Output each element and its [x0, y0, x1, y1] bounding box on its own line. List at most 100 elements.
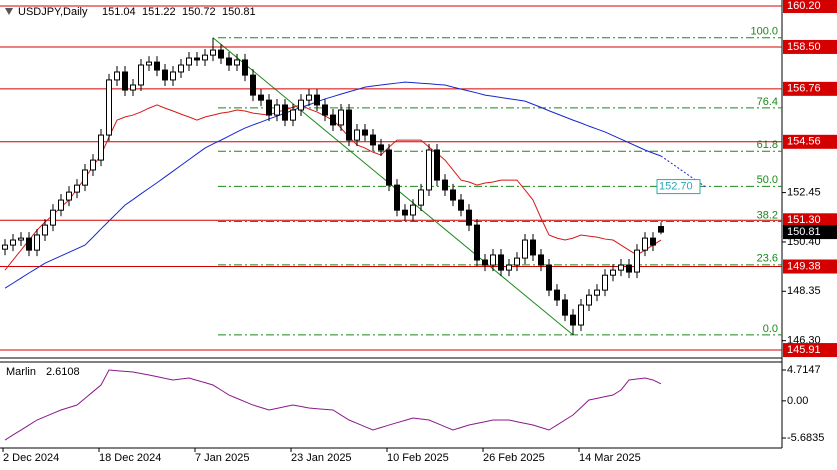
- x-tick-label: 26 Feb 2025: [483, 452, 545, 464]
- level-box: [783, 259, 837, 274]
- fib-label: 38.2: [757, 209, 778, 221]
- candle-body: [586, 294, 592, 306]
- candle-body: [170, 71, 176, 81]
- candle-body: [394, 184, 400, 211]
- candle-body: [26, 237, 32, 251]
- candle-body: [354, 129, 360, 141]
- header-close: 150.81: [222, 6, 256, 18]
- candle-body: [458, 199, 464, 211]
- candle-body: [194, 57, 200, 61]
- candle-body: [90, 159, 96, 171]
- level-label: 158.50: [787, 41, 821, 53]
- header-high: 151.22: [142, 6, 176, 18]
- candle-body: [218, 49, 224, 59]
- candle-body: [562, 299, 568, 316]
- candle-body: [154, 61, 160, 71]
- candle-body: [330, 114, 336, 126]
- level-box: [783, 343, 837, 358]
- level-label: 160.20: [787, 0, 821, 12]
- header-low: 150.72: [182, 6, 216, 18]
- candle-body: [410, 204, 416, 216]
- candle-body: [626, 264, 632, 273]
- candle-body: [162, 69, 168, 81]
- candle-body: [594, 289, 600, 296]
- candle-body: [258, 94, 264, 101]
- candle-body: [226, 57, 232, 66]
- candle-body: [266, 99, 272, 116]
- candle-body: [114, 71, 120, 81]
- candle-body: [346, 109, 352, 141]
- fib-label: 100.0: [750, 26, 778, 38]
- candle-body: [602, 274, 608, 291]
- fib-label: 61.8: [757, 139, 778, 151]
- candle-body: [514, 257, 520, 266]
- price-box: [783, 225, 837, 240]
- candle-body: [450, 189, 456, 201]
- candle-body: [210, 49, 216, 56]
- indicator-tick-label: 0.00: [787, 395, 808, 407]
- candle-body: [250, 74, 256, 96]
- level-box: [783, 213, 837, 228]
- header-open: 151.04: [102, 6, 136, 18]
- candle-body: [362, 129, 368, 136]
- candle-body: [530, 239, 536, 256]
- candle-body: [618, 264, 624, 271]
- level-label: 154.56: [787, 136, 821, 148]
- candle-body: [554, 289, 560, 301]
- candle-body: [2, 244, 8, 250]
- candle-body: [18, 237, 24, 241]
- level-label: 145.91: [787, 344, 821, 356]
- level-box: [783, 39, 837, 54]
- indicator-name: Marlin: [6, 366, 36, 378]
- candle-body: [498, 254, 504, 271]
- ma-line: [4, 81, 662, 289]
- fib-label: 50.0: [757, 174, 778, 186]
- candle-body: [442, 179, 448, 191]
- candle-body: [282, 104, 288, 121]
- level-box: [783, 134, 837, 149]
- candle-body: [290, 109, 296, 121]
- y-tick-label: 152.45: [787, 187, 821, 199]
- indicator-tick-label: -5.6835: [787, 432, 824, 444]
- candle-body: [298, 99, 304, 111]
- candle-body: [482, 259, 488, 266]
- candle-body: [426, 149, 432, 191]
- candle-body: [490, 254, 496, 266]
- candle-body: [34, 234, 40, 251]
- candle-body: [178, 64, 184, 73]
- candle-body: [10, 239, 16, 246]
- candle-body: [146, 61, 152, 66]
- candle-body: [306, 94, 312, 101]
- candle-body: [242, 59, 248, 76]
- candle-body: [106, 79, 112, 136]
- candle-body: [434, 149, 440, 181]
- candle-body: [578, 304, 584, 326]
- candle-body: [74, 184, 80, 193]
- level-box: [783, 81, 837, 96]
- y-tick-label: 148.35: [787, 285, 821, 297]
- projection-box: [656, 179, 701, 195]
- candle-body: [418, 189, 424, 206]
- level-label: 151.30: [787, 214, 821, 226]
- x-tick-label: 14 Mar 2025: [579, 452, 641, 464]
- candle-body: [538, 254, 544, 266]
- candle-body: [98, 134, 104, 161]
- candle-body: [50, 209, 56, 226]
- candle-body: [42, 224, 48, 236]
- indicator-value: 2.6108: [46, 366, 80, 378]
- candle-body: [338, 109, 344, 126]
- level-label: 149.38: [787, 260, 821, 272]
- candle-body: [386, 149, 392, 186]
- candle-body: [642, 237, 648, 251]
- current-price: 150.81: [787, 226, 821, 238]
- x-tick-label: 10 Feb 2025: [387, 452, 449, 464]
- symbol: USDJPY,Daily: [18, 6, 88, 18]
- candle-body: [658, 226, 664, 233]
- candle-body: [58, 199, 64, 211]
- fib-label: 0.0: [763, 323, 778, 335]
- x-tick-label: 2 Dec 2024: [3, 452, 59, 464]
- candle-body: [138, 64, 144, 86]
- level-box: [783, 0, 837, 14]
